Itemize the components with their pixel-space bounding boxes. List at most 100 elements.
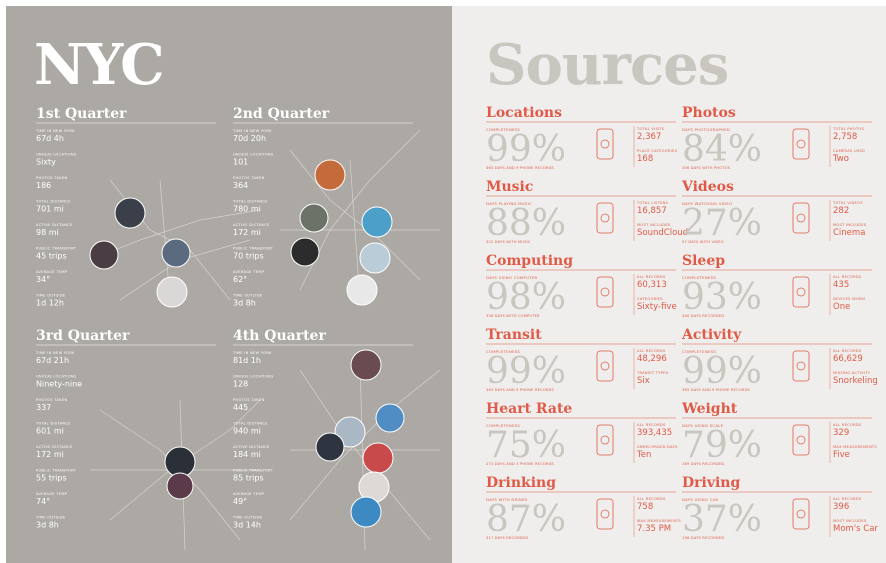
photo-circle bbox=[89, 240, 119, 270]
stat-value: 81d 1h bbox=[233, 356, 261, 365]
percent: 98% bbox=[486, 277, 566, 318]
stat-label: ALL RECORDS bbox=[637, 349, 666, 353]
photo-circle bbox=[299, 203, 329, 233]
stat-value: 2,758 bbox=[833, 132, 857, 142]
stat-label: TOTAL PHOTOS bbox=[832, 127, 865, 131]
device-icon-dot bbox=[600, 213, 610, 223]
device-icon bbox=[792, 128, 810, 160]
device-icon-dot bbox=[796, 509, 806, 519]
source-title: Sleep bbox=[682, 253, 725, 269]
note: 322 DAYS WITH MUSIC bbox=[486, 240, 531, 244]
quarter-title: 3rd Quarter bbox=[36, 328, 130, 344]
note: 97 DAYS WITH VIDEO bbox=[682, 240, 724, 244]
stat-label: MOST INCLUDES bbox=[637, 223, 671, 227]
device-icon-dot bbox=[600, 361, 610, 371]
stat-label: MOST INCLUDES bbox=[833, 519, 867, 523]
photo-circle bbox=[156, 276, 188, 308]
device-icon bbox=[792, 276, 810, 308]
quarter-title: 4th Quarter bbox=[233, 328, 326, 344]
device-icon bbox=[792, 350, 810, 382]
device-icon bbox=[596, 424, 614, 456]
stat-label: TOTAL DISTANCE bbox=[35, 422, 71, 426]
stat-label: ALL RECORDS bbox=[833, 423, 862, 427]
device-icon-dot bbox=[600, 509, 610, 519]
stat-label: PUBLIC TRANSPORT bbox=[36, 469, 77, 473]
stat-value: 445 bbox=[233, 403, 248, 412]
note: 365 DAYS AND 9 PHONE RECORDS bbox=[682, 388, 751, 392]
photo-circle bbox=[314, 159, 346, 191]
metric-label: COMPLETENESS bbox=[682, 349, 716, 354]
stat-value: 168 bbox=[637, 154, 653, 164]
stat-label: ACTIVE DISTANCE bbox=[233, 445, 270, 449]
stat-value: Mom's Car bbox=[833, 524, 878, 534]
device-icon-dot bbox=[796, 435, 806, 445]
stat-label: ALL RECORDS bbox=[637, 275, 666, 279]
percent: 87% bbox=[486, 499, 566, 540]
metric-label: DAYS USING COMPUTER bbox=[486, 275, 537, 280]
stat-label: AVERAGE TEMP bbox=[36, 492, 68, 496]
stat-value: 2,367 bbox=[637, 132, 661, 142]
percent: 99% bbox=[486, 129, 566, 170]
stat-value: Six bbox=[637, 376, 650, 386]
stat-label: ACTIVE DISTANCE bbox=[36, 223, 73, 227]
stat-label: TOTAL DISTANCE bbox=[232, 200, 268, 204]
photo-circle bbox=[346, 274, 378, 306]
stat-value: 70 trips bbox=[233, 252, 264, 261]
stat-value: One bbox=[833, 302, 850, 312]
metric-label: COMPLETENESS bbox=[486, 127, 520, 132]
device-icon bbox=[596, 498, 614, 530]
photo-circle bbox=[161, 238, 191, 268]
stat-label: TIME IN NEW YORK bbox=[232, 351, 272, 355]
source-title: Computing bbox=[486, 253, 573, 269]
stat-label: PHOTOS TAKEN bbox=[233, 398, 264, 402]
photo-circle bbox=[166, 472, 194, 500]
stat-value: 34° bbox=[36, 275, 50, 284]
stat-value: 128 bbox=[233, 380, 248, 389]
stat-value: 16,857 bbox=[637, 206, 667, 216]
quarter-title: 1st Quarter bbox=[36, 106, 127, 122]
device-icon bbox=[596, 128, 614, 160]
stat-value: 66,629 bbox=[833, 354, 863, 364]
map-lines bbox=[280, 129, 440, 301]
stat-label: PHOTOS TAKEN bbox=[36, 398, 67, 402]
stat-value: 3d 14h bbox=[233, 521, 261, 530]
stat-label: TOTAL LISTENS bbox=[636, 201, 669, 205]
stat-label: TIME OUTSIDE bbox=[232, 294, 263, 298]
stat-label: UNIQUE LOCATIONS bbox=[36, 153, 77, 157]
source-title: Drinking bbox=[486, 475, 556, 491]
percent: 27% bbox=[682, 203, 762, 244]
stat-label: ACTIVE DISTANCE bbox=[36, 445, 73, 449]
stat-value: 364 bbox=[233, 181, 248, 190]
stat-value: 7.35 PM bbox=[637, 524, 671, 534]
device-icon bbox=[596, 350, 614, 382]
stat-value: 701 mi bbox=[36, 205, 64, 214]
stat-value: 85 trips bbox=[233, 474, 264, 483]
source-title: Music bbox=[486, 179, 533, 195]
stat-value: 186 bbox=[36, 181, 51, 190]
left-title: NYC bbox=[34, 32, 163, 98]
photo-circle bbox=[290, 237, 320, 267]
stat-value: 49° bbox=[233, 497, 247, 506]
stat-value: 172 mi bbox=[233, 228, 261, 237]
stat-label: TIME OUTSIDE bbox=[35, 516, 66, 520]
stat-value: 101 bbox=[233, 158, 248, 167]
stat-value: Sixty bbox=[36, 158, 56, 167]
stat-value: 601 mi bbox=[36, 427, 64, 436]
stat-value: Ninety-nine bbox=[36, 380, 82, 389]
stat-label: ACTIVE DISTANCE bbox=[233, 223, 270, 227]
metric-label: DAYS USING SCALE bbox=[682, 423, 724, 428]
stat-label: MAX MEASUREMENTS bbox=[637, 519, 681, 523]
stat-label: TIME OUTSIDE bbox=[35, 294, 66, 298]
percent: 37% bbox=[682, 499, 762, 540]
metric-label: COMPLETENESS bbox=[486, 349, 520, 354]
stat-value: 329 bbox=[833, 428, 849, 438]
stat-label: PUBLIC TRANSPORT bbox=[233, 469, 274, 473]
metric-label: COMPLETENESS bbox=[682, 275, 716, 280]
note: 317 DAYS RECORDED bbox=[486, 536, 528, 540]
stat-label: MISSING ACTIVITY bbox=[833, 371, 871, 375]
stat-value: 3d 8h bbox=[233, 299, 256, 308]
stat-label: TIME IN NEW YORK bbox=[35, 351, 75, 355]
percent: 93% bbox=[682, 277, 762, 318]
stat-value: 48,296 bbox=[637, 354, 667, 364]
